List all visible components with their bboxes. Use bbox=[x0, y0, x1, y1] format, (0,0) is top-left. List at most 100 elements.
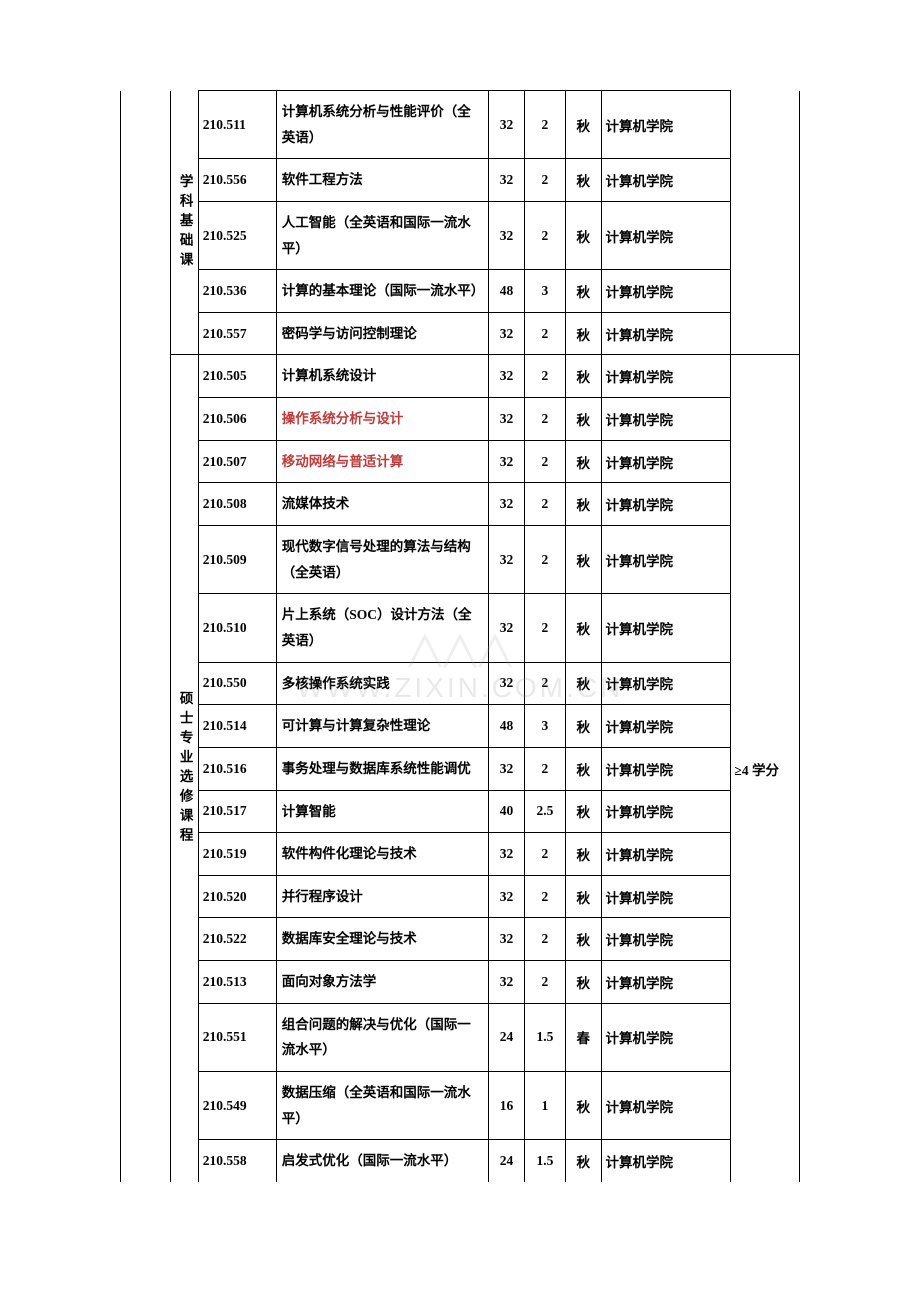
course-code: 210.551 bbox=[198, 1003, 276, 1071]
course-credits: 2 bbox=[524, 961, 565, 1004]
course-credits: 3 bbox=[524, 705, 565, 748]
course-sem: 秋 bbox=[566, 355, 601, 398]
course-name: 移动网络与普适计算 bbox=[276, 440, 489, 483]
course-code: 210.519 bbox=[198, 833, 276, 876]
course-hours: 32 bbox=[489, 440, 524, 483]
course-hours: 32 bbox=[489, 833, 524, 876]
course-hours: 48 bbox=[489, 270, 524, 313]
course-dept: 计算机学院 bbox=[601, 918, 731, 961]
course-sem: 秋 bbox=[566, 483, 601, 526]
course-credits: 2 bbox=[524, 355, 565, 398]
course-code: 210.510 bbox=[198, 594, 276, 662]
course-hours: 32 bbox=[489, 398, 524, 441]
table-row: 210.550 多核操作系统实践 32 2 秋 计算机学院 bbox=[121, 662, 800, 705]
table-row: 210.525 人工智能（全英语和国际一流水平） 32 2 秋 计算机学院 bbox=[121, 201, 800, 269]
table-row: 210.517 计算智能 40 2.5 秋 计算机学院 bbox=[121, 790, 800, 833]
course-dept: 计算机学院 bbox=[601, 440, 731, 483]
course-dept: 计算机学院 bbox=[601, 355, 731, 398]
course-credits: 2 bbox=[524, 662, 565, 705]
course-name: 组合问题的解决与优化（国际一流水平） bbox=[276, 1003, 489, 1071]
course-name: 数据压缩（全英语和国际一流水平） bbox=[276, 1072, 489, 1140]
course-hours: 32 bbox=[489, 526, 524, 594]
table-row: 210.549 数据压缩（全英语和国际一流水平） 16 1 秋 计算机学院 bbox=[121, 1072, 800, 1140]
course-dept: 计算机学院 bbox=[601, 594, 731, 662]
course-code: 210.558 bbox=[198, 1140, 276, 1182]
course-credits: 3 bbox=[524, 270, 565, 313]
table-row: 210.508 流媒体技术 32 2 秋 计算机学院 bbox=[121, 483, 800, 526]
table-row: 210.556 软件工程方法 32 2 秋 计算机学院 bbox=[121, 159, 800, 202]
course-sem: 秋 bbox=[566, 662, 601, 705]
course-sem: 秋 bbox=[566, 91, 601, 159]
course-dept: 计算机学院 bbox=[601, 1072, 731, 1140]
course-sem: 秋 bbox=[566, 398, 601, 441]
course-name: 软件工程方法 bbox=[276, 159, 489, 202]
course-dept: 计算机学院 bbox=[601, 790, 731, 833]
course-hours: 32 bbox=[489, 875, 524, 918]
course-sem: 秋 bbox=[566, 961, 601, 1004]
course-code: 210.522 bbox=[198, 918, 276, 961]
course-hours: 32 bbox=[489, 312, 524, 355]
req-bottom: ≥4 学分 bbox=[731, 355, 800, 1182]
course-dept: 计算机学院 bbox=[601, 312, 731, 355]
table-row: 210.551 组合问题的解决与优化（国际一流水平） 24 1.5 春 计算机学… bbox=[121, 1003, 800, 1071]
course-credits: 2 bbox=[524, 398, 565, 441]
course-credits: 2 bbox=[524, 918, 565, 961]
course-table: 学科基础课 210.511 计算机系统分析与性能评价（全英语） 32 2 秋 计… bbox=[120, 90, 800, 1182]
table-row: 210.510 片上系统（SOC）设计方法（全英语） 32 2 秋 计算机学院 bbox=[121, 594, 800, 662]
course-name: 数据库安全理论与技术 bbox=[276, 918, 489, 961]
course-code: 210.549 bbox=[198, 1072, 276, 1140]
course-sem: 秋 bbox=[566, 705, 601, 748]
course-dept: 计算机学院 bbox=[601, 833, 731, 876]
course-name: 可计算与计算复杂性理论 bbox=[276, 705, 489, 748]
course-dept: 计算机学院 bbox=[601, 875, 731, 918]
course-credits: 2 bbox=[524, 159, 565, 202]
table-row: 210.558 启发式优化（国际一流水平） 24 1.5 秋 计算机学院 bbox=[121, 1140, 800, 1182]
course-name: 并行程序设计 bbox=[276, 875, 489, 918]
course-credits: 2 bbox=[524, 833, 565, 876]
course-credits: 2 bbox=[524, 594, 565, 662]
course-code: 210.509 bbox=[198, 526, 276, 594]
table-row: 210.557 密码学与访问控制理论 32 2 秋 计算机学院 bbox=[121, 312, 800, 355]
course-code: 210.536 bbox=[198, 270, 276, 313]
course-hours: 32 bbox=[489, 594, 524, 662]
table-row: 210.519 软件构件化理论与技术 32 2 秋 计算机学院 bbox=[121, 833, 800, 876]
course-name: 计算智能 bbox=[276, 790, 489, 833]
course-sem: 秋 bbox=[566, 875, 601, 918]
course-hours: 32 bbox=[489, 355, 524, 398]
course-name: 现代数字信号处理的算法与结构（全英语） bbox=[276, 526, 489, 594]
course-hours: 32 bbox=[489, 201, 524, 269]
req-top bbox=[731, 91, 800, 355]
course-code: 210.508 bbox=[198, 483, 276, 526]
course-credits: 1 bbox=[524, 1072, 565, 1140]
course-dept: 计算机学院 bbox=[601, 483, 731, 526]
course-dept: 计算机学院 bbox=[601, 398, 731, 441]
course-dept: 计算机学院 bbox=[601, 159, 731, 202]
course-sem: 秋 bbox=[566, 312, 601, 355]
course-dept: 计算机学院 bbox=[601, 526, 731, 594]
course-credits: 2 bbox=[524, 91, 565, 159]
course-sem: 秋 bbox=[566, 918, 601, 961]
course-hours: 32 bbox=[489, 918, 524, 961]
course-sem: 秋 bbox=[566, 833, 601, 876]
course-hours: 40 bbox=[489, 790, 524, 833]
course-sem: 秋 bbox=[566, 270, 601, 313]
course-sem: 秋 bbox=[566, 526, 601, 594]
course-code: 210.520 bbox=[198, 875, 276, 918]
course-code: 210.525 bbox=[198, 201, 276, 269]
course-name: 操作系统分析与设计 bbox=[276, 398, 489, 441]
course-dept: 计算机学院 bbox=[601, 662, 731, 705]
course-credits: 2 bbox=[524, 526, 565, 594]
course-hours: 32 bbox=[489, 91, 524, 159]
course-name: 计算机系统分析与性能评价（全英语） bbox=[276, 91, 489, 159]
course-hours: 48 bbox=[489, 705, 524, 748]
course-name: 片上系统（SOC）设计方法（全英语） bbox=[276, 594, 489, 662]
course-hours: 32 bbox=[489, 159, 524, 202]
course-credits: 2 bbox=[524, 747, 565, 790]
empty-left-cell bbox=[121, 91, 171, 1182]
course-hours: 32 bbox=[489, 961, 524, 1004]
course-dept: 计算机学院 bbox=[601, 201, 731, 269]
course-credits: 2 bbox=[524, 483, 565, 526]
course-code: 210.557 bbox=[198, 312, 276, 355]
course-name: 计算机系统设计 bbox=[276, 355, 489, 398]
course-sem: 秋 bbox=[566, 790, 601, 833]
